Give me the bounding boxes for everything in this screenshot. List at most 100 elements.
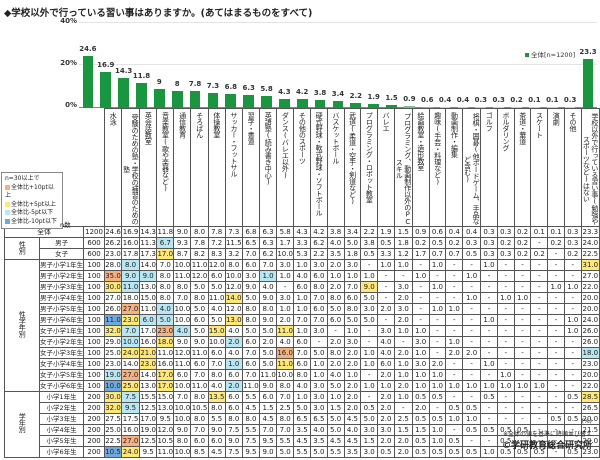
value-cell: 6.0 xyxy=(377,358,395,370)
value-cell: 3.0 xyxy=(360,424,379,436)
column-header: 硬式野球・軟式野球・ソフトボール xyxy=(309,108,328,227)
value-cell: - xyxy=(513,358,532,370)
value-cell: 5.0 xyxy=(293,402,311,414)
bar xyxy=(493,107,505,108)
value-cell: 9.0 xyxy=(173,226,192,238)
value-cell: 0.5 xyxy=(411,391,430,403)
value-cell: - xyxy=(496,259,515,271)
value-cell: 5.0 xyxy=(326,303,345,315)
bar-value-label: 8 xyxy=(174,80,180,88)
value-cell: 23.3 xyxy=(580,226,600,238)
column-header: サッカー・フットサル xyxy=(224,108,243,227)
value-cell: 0.5 xyxy=(377,237,395,249)
value-cell: - xyxy=(326,325,345,337)
bar-column: 0.3 xyxy=(472,20,490,108)
value-cell: 15.0 xyxy=(139,292,158,304)
value-cell: 1.0 xyxy=(326,391,345,403)
n-count-cell: 100 xyxy=(83,281,105,293)
legend-label: 全体[n=1200] xyxy=(531,51,576,59)
bar-column: 0.6 xyxy=(418,20,436,108)
condition-item: 全体比-5pt以下 xyxy=(5,209,59,218)
value-cell: 8.0 xyxy=(276,413,295,425)
bar xyxy=(243,94,254,108)
bar-value-label: 24.6 xyxy=(79,44,97,53)
value-cell: 16.0 xyxy=(156,358,175,370)
value-cell: 4.5 xyxy=(343,435,362,447)
bar xyxy=(154,88,165,108)
value-cell: - xyxy=(530,281,549,293)
value-cell: 6.0 xyxy=(190,435,209,447)
value-cell: 1.0 xyxy=(411,347,430,359)
value-cell: 1.0 xyxy=(462,292,482,304)
value-cell: 0.1 xyxy=(547,226,565,238)
value-cell: 4.0 xyxy=(258,281,278,293)
value-cell: 11.0 xyxy=(276,358,295,370)
row-group-label: 性別 xyxy=(4,237,40,260)
value-cell: 14.0 xyxy=(121,358,141,370)
value-cell: 1.0 xyxy=(480,314,498,326)
value-cell: 0.5 xyxy=(411,435,430,447)
value-cell: - xyxy=(445,369,464,381)
value-cell: 23.0 xyxy=(139,358,158,370)
value-cell: - xyxy=(496,281,515,293)
value-cell: 9.3 xyxy=(173,237,192,249)
value-cell: 1.0 xyxy=(224,358,243,370)
value-cell: 1.0 xyxy=(293,391,311,403)
value-cell: 0.5 xyxy=(428,237,447,249)
column-header: ダンス(バレエ以外) xyxy=(276,108,295,227)
value-cell: 11.8 xyxy=(156,226,175,238)
value-cell: 6.0 xyxy=(293,358,311,370)
value-cell: 5.0 xyxy=(326,413,345,425)
value-cell: 18.0 xyxy=(156,336,175,348)
bar-value-label: 6.8 xyxy=(224,82,237,91)
bar xyxy=(332,100,344,108)
sort-note: ※全体の値を基準に降順並び替え xyxy=(502,431,592,438)
value-cell: 4.0 xyxy=(377,347,395,359)
condition-item: 全体比+5pt以上 xyxy=(5,201,59,210)
value-cell: 4.0 xyxy=(156,303,175,315)
bar-value-label: 0.4 xyxy=(438,96,452,104)
row-label: 男子 xyxy=(38,237,85,249)
value-cell: - xyxy=(563,303,582,315)
value-cell: 2.0 xyxy=(343,358,362,370)
value-cell: 6.0 xyxy=(190,358,209,370)
value-cell: 6.2 xyxy=(258,248,278,260)
table-row: 女子小学6年生 100 10.0 25.0 13.0 17.0 10.0 11.0 4.0 2.0… xyxy=(5,380,600,392)
value-cell: 17.5 xyxy=(121,413,141,425)
column-header: 水泳 xyxy=(103,108,123,227)
value-cell: 4.0 xyxy=(207,303,226,315)
value-cell: 15.5 xyxy=(139,391,158,403)
value-cell: 13.0 xyxy=(139,281,158,293)
value-cell: 5.5 xyxy=(241,424,260,436)
value-cell: 11.0 xyxy=(121,281,141,293)
row-label: 男子小学4年生 xyxy=(38,292,85,304)
value-cell: 6.0 xyxy=(309,303,328,315)
value-cell: 17.3 xyxy=(139,248,158,260)
value-cell: - xyxy=(547,248,565,260)
value-cell: 0.2 xyxy=(513,226,532,238)
value-cell: 2.0 xyxy=(326,358,345,370)
value-cell: 16.0 xyxy=(139,336,158,348)
value-cell: 4.5 xyxy=(293,435,311,447)
value-cell: - xyxy=(496,347,515,359)
column-header: その他のスポーツ xyxy=(293,108,311,227)
bar-value-label: 0.3 xyxy=(474,96,488,104)
value-cell: - xyxy=(309,336,328,348)
value-cell: 6.0 xyxy=(139,314,158,326)
value-cell: 4.3 xyxy=(293,226,311,238)
value-cell: 2.0 xyxy=(326,259,345,271)
value-cell: - xyxy=(513,314,532,326)
value-cell: 18.0 xyxy=(121,292,141,304)
bar-column: 1.9 xyxy=(365,20,383,108)
value-cell: 5.0 xyxy=(207,281,226,293)
value-cell: 8.0 xyxy=(343,303,362,315)
bar-value-label: 7.3 xyxy=(206,81,220,90)
value-cell: 0.2 xyxy=(530,248,549,260)
bar-value-label: 0.6 xyxy=(421,95,434,104)
value-cell: 11.0 xyxy=(103,314,123,326)
bar-value-label: 6.3 xyxy=(242,83,255,92)
bar xyxy=(171,91,183,108)
value-cell: 0.5 xyxy=(563,413,582,425)
value-cell: 7.0 xyxy=(241,369,260,381)
value-cell: - xyxy=(360,336,379,348)
